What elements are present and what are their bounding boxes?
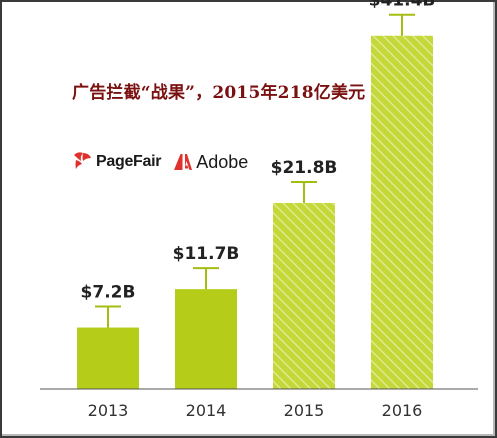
chart-title: 广告拦截“战果”，2015年218亿美元 — [72, 83, 366, 103]
bar-group — [77, 35, 433, 389]
error-bar-2015 — [291, 180, 317, 203]
value-label-group: $7.2B $11.7B $21.8B $41.4B — [81, 0, 436, 303]
x-tick-label-2015: 2015 — [284, 401, 325, 420]
value-label-2014: $11.7B — [173, 244, 240, 264]
x-tick-label-2016: 2016 — [382, 401, 423, 420]
bar-2015 — [273, 202, 335, 389]
bar-2013 — [77, 327, 139, 389]
x-tick-label-2013: 2013 — [88, 401, 129, 420]
error-bar-group — [95, 13, 415, 328]
adobe-logo-icon — [174, 153, 193, 171]
value-label-2015: $21.8B — [271, 158, 338, 178]
error-bar-2016 — [389, 13, 415, 36]
value-label-2013: $7.2B — [81, 283, 136, 303]
pagefair-logo-text: PageFair — [96, 153, 162, 170]
value-label-2016: $41.4B — [369, 0, 436, 11]
error-bar-2014 — [193, 267, 219, 290]
bar-2014 — [175, 289, 237, 389]
x-tick-label-2014: 2014 — [186, 401, 227, 420]
x-tick-label-group: 2013 2014 2015 2016 — [88, 401, 423, 420]
error-bar-2013 — [95, 305, 121, 328]
pagefair-logo-icon — [72, 150, 94, 174]
adobe-logo-text: Adobe — [196, 151, 249, 172]
bar-2016 — [371, 35, 433, 389]
sponsor-logos: PageFair Adobe — [72, 148, 248, 176]
